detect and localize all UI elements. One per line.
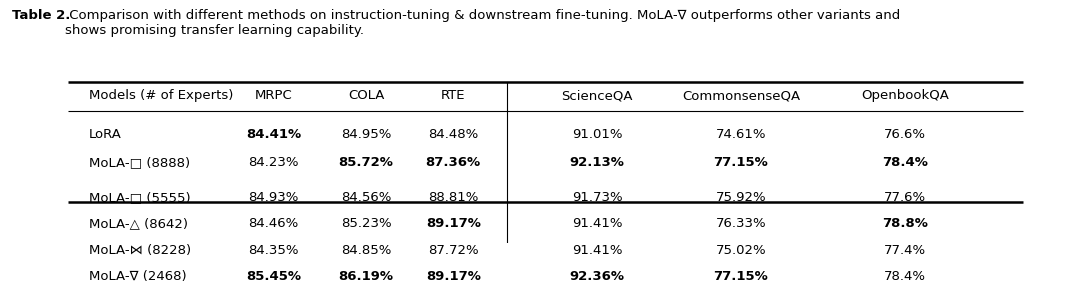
Text: 78.4%: 78.4% (882, 156, 928, 169)
Text: 76.33%: 76.33% (716, 217, 766, 230)
Text: 89.17%: 89.17% (426, 217, 481, 230)
Text: 88.81%: 88.81% (428, 191, 478, 204)
Text: 84.48%: 84.48% (428, 128, 478, 141)
Text: ScienceQA: ScienceQA (562, 89, 633, 102)
Text: 91.41%: 91.41% (571, 244, 622, 257)
Text: 84.46%: 84.46% (248, 217, 299, 230)
Text: MoLA-∇ (2468): MoLA-∇ (2468) (89, 270, 187, 282)
Text: 91.73%: 91.73% (571, 191, 622, 204)
Text: 84.95%: 84.95% (341, 128, 391, 141)
Text: 84.35%: 84.35% (248, 244, 299, 257)
Text: 74.61%: 74.61% (716, 128, 766, 141)
Text: Table 2.: Table 2. (12, 9, 70, 22)
Text: 91.01%: 91.01% (571, 128, 622, 141)
Text: 78.8%: 78.8% (882, 217, 928, 230)
Text: 84.23%: 84.23% (248, 156, 299, 169)
Text: RTE: RTE (441, 89, 465, 102)
Text: OpenbookQA: OpenbookQA (861, 89, 949, 102)
Text: 89.17%: 89.17% (426, 270, 481, 282)
Text: 87.36%: 87.36% (426, 156, 481, 169)
Text: MoLA-□ (5555): MoLA-□ (5555) (89, 191, 190, 204)
Text: 77.15%: 77.15% (714, 270, 768, 282)
Text: MoLA-□ (8888): MoLA-□ (8888) (89, 156, 190, 169)
Text: Models (# of Experts): Models (# of Experts) (89, 89, 233, 102)
Text: 77.15%: 77.15% (714, 156, 768, 169)
Text: 85.45%: 85.45% (246, 270, 301, 282)
Text: 92.13%: 92.13% (569, 156, 624, 169)
Text: CommonsenseQA: CommonsenseQA (681, 89, 800, 102)
Text: 75.92%: 75.92% (716, 191, 766, 204)
Text: 85.72%: 85.72% (338, 156, 393, 169)
Text: 76.6%: 76.6% (885, 128, 927, 141)
Text: MoLA-△ (8642): MoLA-△ (8642) (89, 217, 188, 230)
Text: 78.4%: 78.4% (885, 270, 927, 282)
Text: 87.72%: 87.72% (428, 244, 478, 257)
Text: COLA: COLA (348, 89, 384, 102)
Text: 84.85%: 84.85% (341, 244, 391, 257)
Text: 77.4%: 77.4% (885, 244, 927, 257)
Text: 85.23%: 85.23% (340, 217, 391, 230)
Text: MRPC: MRPC (255, 89, 293, 102)
Text: 84.41%: 84.41% (246, 128, 301, 141)
Text: 84.93%: 84.93% (248, 191, 299, 204)
Text: 92.36%: 92.36% (569, 270, 624, 282)
Text: Comparison with different methods on instruction-tuning & downstream fine-tuning: Comparison with different methods on ins… (65, 9, 901, 37)
Text: 86.19%: 86.19% (338, 270, 393, 282)
Text: 75.02%: 75.02% (716, 244, 766, 257)
Text: MoLA-⋈ (8228): MoLA-⋈ (8228) (89, 244, 191, 257)
Text: LoRA: LoRA (89, 128, 122, 141)
Text: 91.41%: 91.41% (571, 217, 622, 230)
Text: 77.6%: 77.6% (885, 191, 927, 204)
Text: 84.56%: 84.56% (341, 191, 391, 204)
